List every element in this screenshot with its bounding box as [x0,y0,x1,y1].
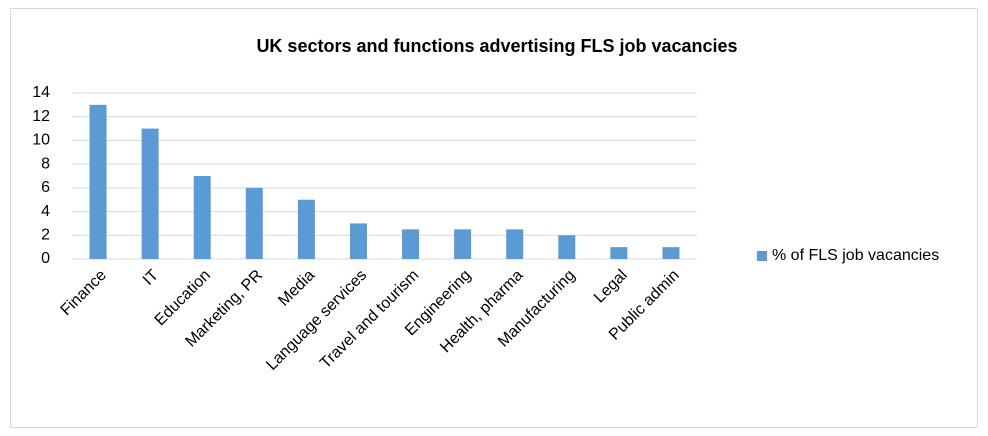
bar [245,187,263,259]
bar [297,199,315,259]
chart-border [10,8,978,428]
y-tick-label: 6 [41,179,50,196]
bar [662,247,680,259]
legend-swatch [757,251,767,261]
bar [193,176,211,259]
y-tick-label: 14 [32,84,50,101]
y-tick-label: 10 [32,132,50,149]
y-tick-label: 4 [41,203,50,220]
bar [349,223,367,259]
bar [89,104,107,259]
y-tick-label: 8 [41,155,50,172]
bar [610,247,628,259]
bar [454,229,472,259]
bar [402,229,420,259]
y-tick-label: 0 [41,250,50,267]
bar [141,128,159,259]
y-tick-label: 12 [32,108,50,125]
bar [506,229,524,259]
y-tick-label: 2 [41,227,50,244]
chart-title: UK sectors and functions advertising FLS… [256,36,737,56]
bar [558,235,576,259]
legend-label: % of FLS job vacancies [772,247,939,264]
